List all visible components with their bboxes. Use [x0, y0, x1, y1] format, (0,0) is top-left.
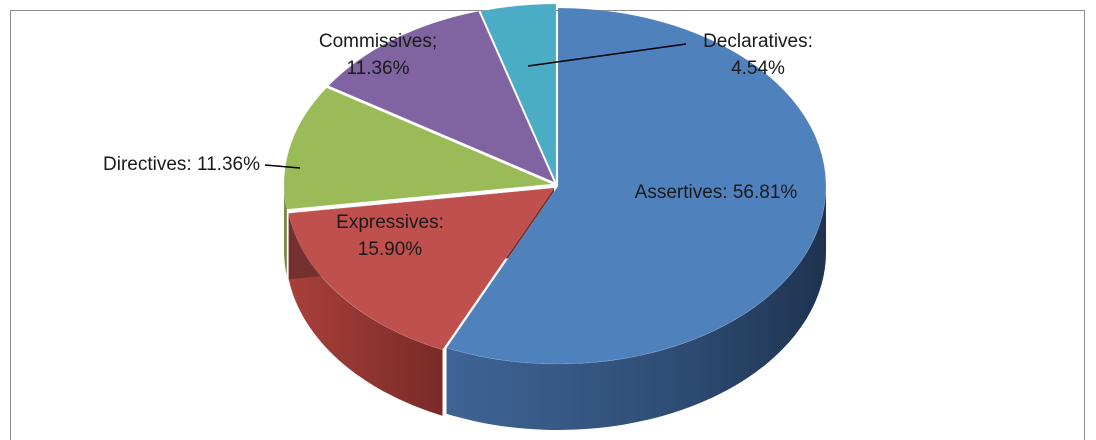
pie-slice-commissives: [328, 10, 555, 183]
leader-line-directives: [264, 164, 301, 169]
data-label-assertives: Assertives: 56.81%: [635, 182, 798, 203]
pie-side-assertives: [446, 186, 826, 431]
pie-slice-directives: [283, 87, 553, 210]
pie-side-expressives: [288, 213, 443, 416]
leader-line-declaratives: [527, 43, 687, 67]
pie-side-directives: [284, 184, 287, 276]
data-label-directives: Directives: 11.36%: [103, 154, 260, 175]
pie-slice-assertives: [446, 7, 827, 365]
data-label-commissives: Commissives; 11.36%: [319, 31, 437, 79]
pie-slice-declaratives: [480, 3, 557, 183]
data-label-expressives: Expressives: 15.90%: [336, 212, 444, 260]
pie-slice-expressives: [288, 187, 555, 351]
data-label-declaratives: Declaratives: 4.54%: [703, 31, 813, 79]
